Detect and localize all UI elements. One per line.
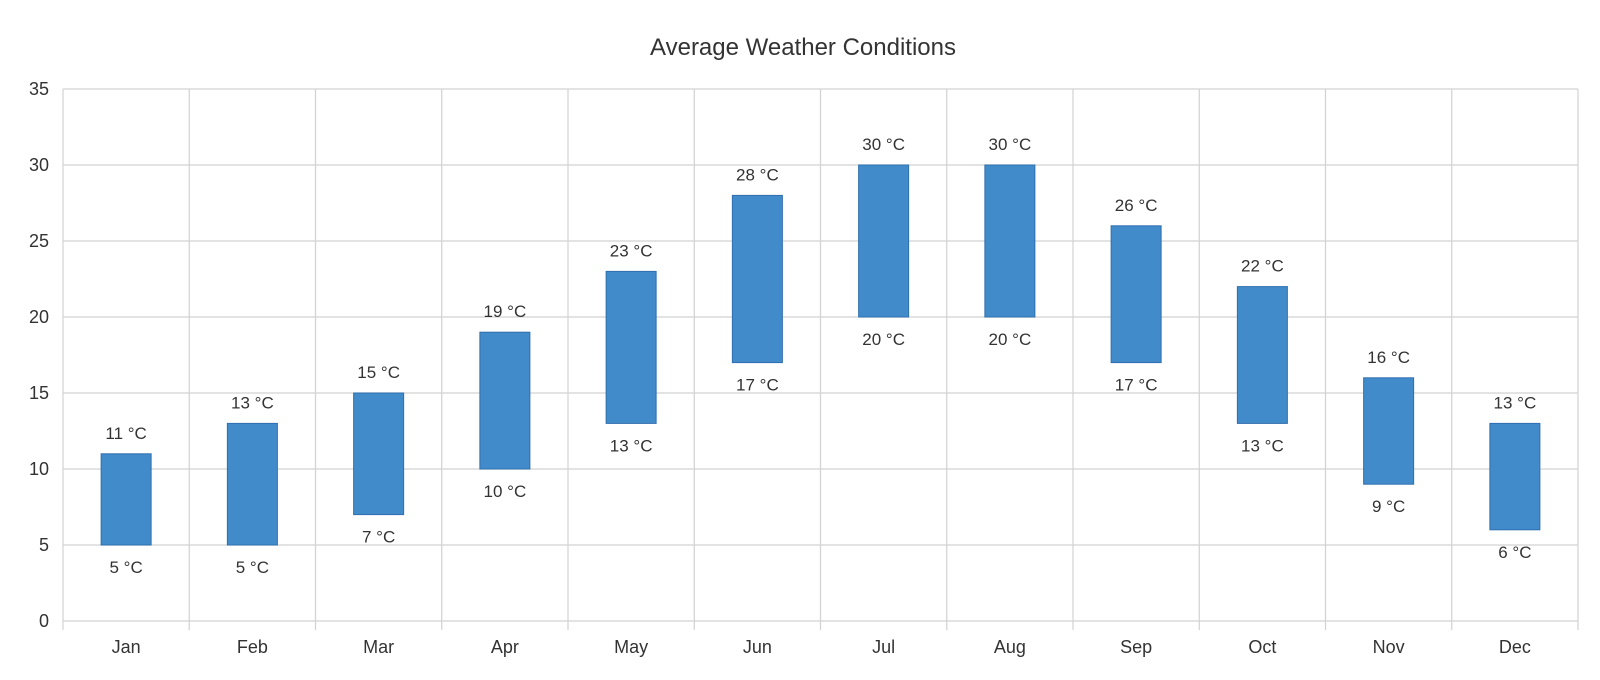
chart-title: Average Weather Conditions	[650, 34, 956, 61]
data-label-low: 9 °C	[1372, 497, 1405, 516]
x-tick-label: Jul	[872, 637, 895, 657]
range-bar	[226, 422, 278, 546]
range-bar	[1110, 225, 1162, 364]
range-bar	[1236, 286, 1288, 424]
x-tick-label: Oct	[1248, 637, 1276, 657]
range-bar	[984, 164, 1036, 318]
x-tick-label: Jan	[112, 637, 141, 657]
data-label-low: 13 °C	[1241, 436, 1284, 455]
range-bar	[353, 392, 405, 516]
data-label-low: 13 °C	[610, 436, 653, 455]
data-label-high: 28 °C	[736, 165, 779, 184]
data-label-high: 26 °C	[1115, 196, 1158, 215]
data-label-high: 30 °C	[989, 135, 1032, 154]
data-label-high: 11 °C	[105, 424, 146, 443]
data-label-low: 17 °C	[736, 376, 779, 395]
x-tick-label: Dec	[1499, 637, 1531, 657]
range-bar	[605, 270, 657, 424]
data-label-high: 19 °C	[484, 302, 527, 321]
y-tick-label: 10	[29, 459, 49, 479]
x-tick-label: Nov	[1373, 637, 1405, 657]
y-tick-label: 35	[29, 79, 49, 99]
y-tick-label: 15	[29, 383, 49, 403]
data-label-layer: 11 °C 5 °C 13 °C 5 °C 15 °C 7 °C 19 °C 10 °C 23 …	[105, 135, 1536, 577]
range-bar	[479, 331, 531, 470]
range-bar	[100, 453, 152, 546]
x-tick-label: Apr	[491, 637, 519, 657]
grid-layer	[62, 88, 1579, 622]
y-tick-label: 0	[39, 611, 49, 631]
data-label-high: 13 °C	[1494, 393, 1537, 412]
x-tick-label: Mar	[363, 637, 394, 657]
data-label-high: 16 °C	[1367, 348, 1410, 367]
x-tick-label: Jun	[743, 637, 772, 657]
y-tick-label: 20	[29, 307, 49, 327]
data-label-high: 23 °C	[610, 241, 653, 260]
x-tick-label: May	[614, 637, 648, 657]
range-bar	[1363, 377, 1415, 485]
data-label-high: 30 °C	[862, 135, 905, 154]
data-label-low: 10 °C	[484, 482, 527, 501]
x-tick-label: Aug	[994, 637, 1026, 657]
y-tick-label: 30	[29, 155, 49, 175]
data-label-low: 20 °C	[862, 330, 905, 349]
y-tick-label: 25	[29, 231, 49, 251]
data-label-low: 7 °C	[362, 528, 395, 547]
y-tick-label: 5	[39, 535, 49, 555]
range-bar	[1489, 422, 1541, 531]
axis-layer: 0 5 10 15 20 25 30 35 Jan Feb Mar Apr May Jun Jul Aug Se…	[29, 79, 1579, 657]
range-bar	[858, 164, 910, 318]
x-tick-label: Feb	[237, 637, 268, 657]
data-label-high: 13 °C	[231, 393, 274, 412]
data-label-low: 6 °C	[1498, 543, 1531, 562]
data-label-low: 5 °C	[109, 558, 142, 577]
data-label-high: 22 °C	[1241, 257, 1284, 276]
data-label-low: 5 °C	[236, 558, 269, 577]
data-label-high: 15 °C	[357, 363, 400, 382]
data-label-low: 17 °C	[1115, 376, 1158, 395]
x-tick-label: Sep	[1120, 637, 1152, 657]
data-label-low: 20 °C	[989, 330, 1032, 349]
range-bar	[731, 194, 783, 364]
bar-layer	[100, 164, 1541, 546]
